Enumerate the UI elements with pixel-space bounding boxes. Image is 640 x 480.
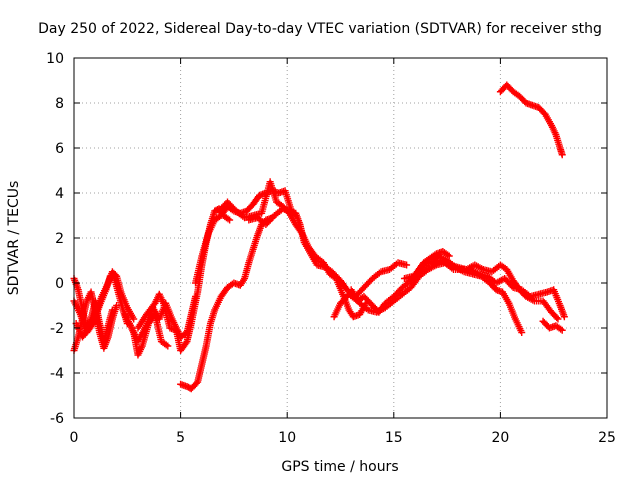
series-arc17 [496, 81, 566, 159]
data-point [557, 325, 565, 333]
plot-frame [73, 57, 608, 419]
data-point [560, 313, 568, 321]
data-point [558, 151, 566, 159]
y-tick-label: -2 [50, 321, 64, 337]
data-point [182, 339, 190, 347]
grid [74, 58, 607, 418]
data-point [553, 314, 561, 322]
y-tick-label: 10 [46, 51, 64, 67]
data-point [558, 326, 566, 334]
y-tick-label: 6 [55, 141, 64, 157]
series-arc16 [539, 317, 566, 334]
y-tick-label: -6 [50, 411, 64, 427]
x-tick-label: 0 [70, 430, 79, 446]
series-arc4 [72, 268, 138, 341]
x-tick-label: 20 [491, 430, 509, 446]
x-tick-label: 25 [598, 430, 616, 446]
x-tick-label: 10 [278, 430, 296, 446]
chart-title: Day 250 of 2022, Sidereal Day-to-day VTE… [38, 21, 602, 37]
x-axis-label: GPS time / hours [281, 459, 398, 475]
axis-ticks: 0 5 10 15 20 25 -6 -4 -2 0 2 4 6 8 10 [46, 51, 616, 446]
y-tick-label: 4 [55, 186, 64, 202]
data-point [226, 216, 234, 224]
series-arc15 [428, 257, 562, 323]
data-point [445, 252, 453, 260]
data-point [162, 341, 170, 349]
y-tick-label: 2 [55, 231, 64, 247]
y-axis-label: SDTVAR / TECUs [6, 181, 22, 296]
series-arc14 [400, 252, 526, 336]
data-point [164, 342, 172, 350]
data-points [70, 81, 568, 393]
data-point [554, 315, 562, 323]
series-arc8 [177, 214, 276, 393]
y-tick-label: 8 [55, 96, 64, 112]
x-tick-label: 5 [176, 430, 185, 446]
series-arc11 [245, 205, 411, 300]
y-tick-label: 0 [55, 276, 64, 292]
data-point [403, 261, 411, 269]
data-point [518, 329, 526, 336]
x-tick-label: 15 [385, 430, 403, 446]
y-tick-label: -4 [50, 366, 64, 382]
data-point [224, 215, 232, 223]
data-point [130, 315, 138, 323]
